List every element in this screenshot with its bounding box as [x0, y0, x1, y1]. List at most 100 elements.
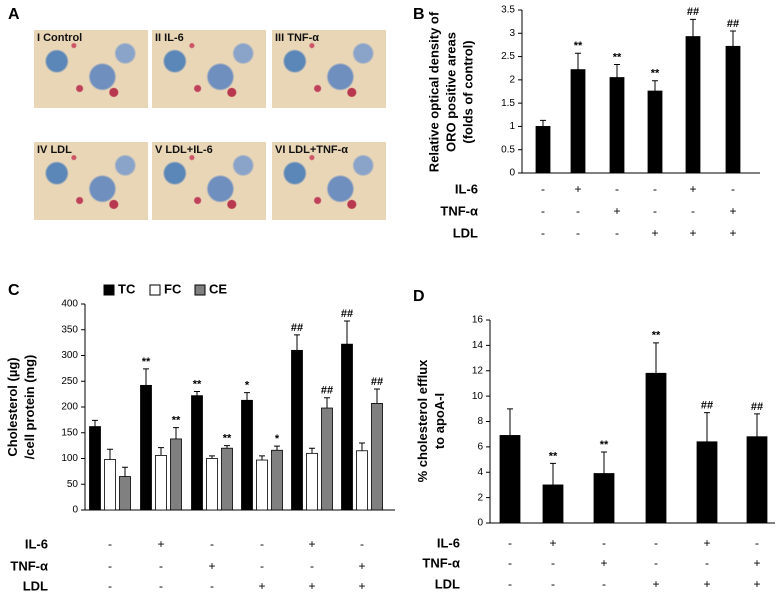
error-bar — [294, 334, 300, 351]
bar — [321, 407, 333, 511]
error-bar — [575, 52, 581, 70]
panel-label: B — [413, 6, 425, 23]
condition-sign: - — [508, 577, 512, 591]
error-bar — [244, 392, 250, 401]
bar — [89, 426, 101, 511]
condition-sign: - — [615, 226, 619, 240]
bar — [104, 459, 116, 511]
y-tick-label: 0 — [477, 518, 483, 529]
annotation: ** — [193, 378, 202, 390]
micrograph-label: II IL-6 — [155, 32, 184, 44]
error-bar — [653, 342, 659, 374]
annotation: ## — [751, 401, 763, 413]
micrograph-label: IV LDL — [37, 144, 72, 156]
error-bar — [173, 427, 179, 439]
condition-sign: + — [208, 559, 215, 573]
bar — [542, 484, 564, 524]
condition-sign: + — [651, 226, 658, 240]
bar — [696, 441, 718, 524]
bar — [170, 438, 182, 511]
bar — [356, 450, 368, 511]
error-bar — [158, 447, 164, 456]
micrograph-label: III TNF-α — [275, 32, 320, 44]
condition-label: IL-6 — [25, 536, 48, 551]
condition-sign: - — [731, 182, 735, 196]
bar — [746, 436, 768, 524]
annotation: ** — [574, 40, 583, 52]
y-tick-label: 4 — [477, 467, 483, 478]
y-tick-label: 100 — [61, 453, 78, 464]
condition-sign: - — [108, 537, 112, 551]
legend-label: CE — [209, 281, 227, 296]
condition-sign: - — [108, 579, 112, 593]
annotation: ** — [549, 450, 558, 462]
annotation: ** — [651, 68, 660, 80]
legend-swatch — [194, 284, 206, 296]
condition-sign: + — [258, 579, 265, 593]
legend-swatch — [103, 284, 115, 296]
error-bar — [730, 30, 736, 47]
micrograph: II IL-6 — [152, 30, 266, 108]
y-tick-label: 2 — [509, 74, 515, 85]
error-bar — [690, 18, 696, 37]
condition-sign: + — [157, 537, 164, 551]
condition-sign: - — [210, 579, 214, 593]
bar — [499, 435, 521, 524]
bar — [241, 399, 253, 511]
error-bar — [143, 368, 149, 386]
y-tick-label: 1 — [509, 121, 515, 132]
annotation: ## — [321, 385, 333, 397]
legend-swatch — [149, 284, 161, 296]
condition-sign: - — [260, 537, 264, 551]
condition-sign: - — [541, 226, 545, 240]
annotation: ## — [291, 322, 303, 334]
error-bar — [194, 391, 200, 396]
annotation: * — [275, 433, 280, 445]
condition-label: LDL — [23, 578, 48, 593]
condition-label: LDL — [435, 576, 460, 591]
condition-sign: + — [753, 577, 760, 591]
micrograph: IV LDL — [34, 142, 148, 220]
error-bar — [259, 455, 265, 461]
condition-sign: + — [358, 579, 365, 593]
bar — [647, 90, 663, 174]
condition-sign: - — [159, 559, 163, 573]
y-tick-label: 250 — [61, 376, 78, 387]
panel-label: D — [413, 288, 425, 305]
micrograph: III TNF-α — [272, 30, 386, 108]
annotation: ** — [142, 356, 151, 368]
bar — [593, 473, 615, 524]
micrograph-label: V LDL+IL-6 — [155, 144, 213, 156]
condition-sign: + — [574, 182, 581, 196]
error-bar — [107, 448, 113, 460]
condition-sign: + — [549, 536, 556, 550]
bar — [140, 384, 152, 511]
condition-sign: - — [541, 182, 545, 196]
condition-sign: - — [705, 556, 709, 570]
condition-sign: - — [551, 577, 555, 591]
y-axis-label: Relative optical density of — [426, 11, 441, 172]
annotation: ** — [613, 51, 622, 63]
condition-sign: + — [652, 577, 659, 591]
condition-sign: + — [613, 204, 620, 218]
condition-label: IL-6 — [437, 535, 460, 550]
y-tick-label: 2 — [477, 492, 483, 503]
y-tick-label: 200 — [61, 402, 78, 413]
bar — [155, 455, 167, 511]
condition-label: LDL — [453, 225, 478, 240]
condition-sign: + — [753, 556, 760, 570]
bar — [221, 447, 233, 511]
condition-sign: - — [159, 579, 163, 593]
condition-sign: + — [729, 226, 736, 240]
condition-sign: - — [576, 204, 580, 218]
bar — [371, 402, 383, 511]
error-bar — [224, 445, 230, 449]
annotation: ## — [341, 308, 353, 320]
condition-sign: - — [755, 536, 759, 550]
annotation: ## — [701, 400, 713, 412]
bar — [725, 45, 741, 174]
error-bar — [344, 320, 350, 345]
condition-sign: - — [654, 556, 658, 570]
y-tick-label: 1.5 — [501, 98, 515, 109]
condition-sign: + — [308, 537, 315, 551]
